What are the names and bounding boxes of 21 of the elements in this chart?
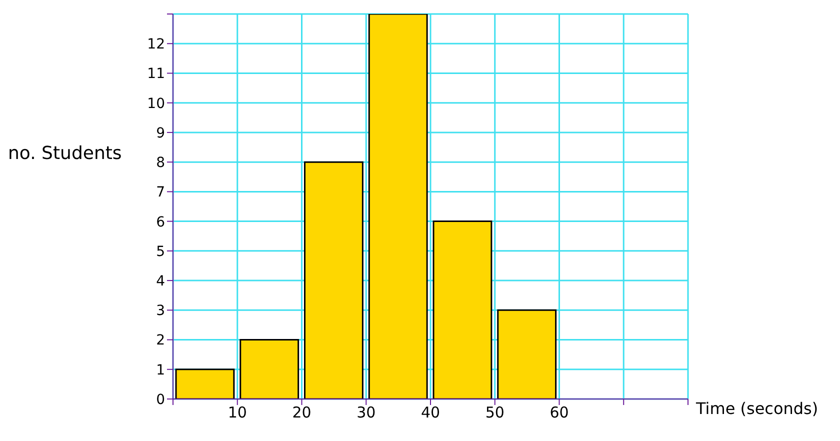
y-tick-label: 6 [156,214,166,230]
y-tick-label: 4 [156,274,166,290]
x-tick-label: 40 [420,404,440,422]
y-tick-label: 0 [156,392,165,408]
x-tick-label: 30 [356,404,376,422]
y-tick-label: 9 [156,125,165,142]
y-tick-label: 5 [156,244,165,260]
x-tick-label: 20 [292,404,312,422]
x-tick-label: 60 [550,404,569,422]
y-tick-label: 12 [147,36,165,53]
y-tick-label: 11 [147,66,165,82]
x-tick-label: 50 [485,404,504,422]
y-tick-label: 1 [156,362,165,378]
x-tick-label: 10 [228,404,247,422]
y-tick-label: 7 [156,184,165,201]
y-axis-title: no. Students [8,142,123,166]
y-tick-label: 2 [156,332,165,349]
y-tick-label: 10 [147,96,165,112]
x-axis-title: Time (seconds) [696,399,818,418]
y-tick-label: 8 [156,155,165,172]
y-tick-label: 3 [156,303,165,320]
